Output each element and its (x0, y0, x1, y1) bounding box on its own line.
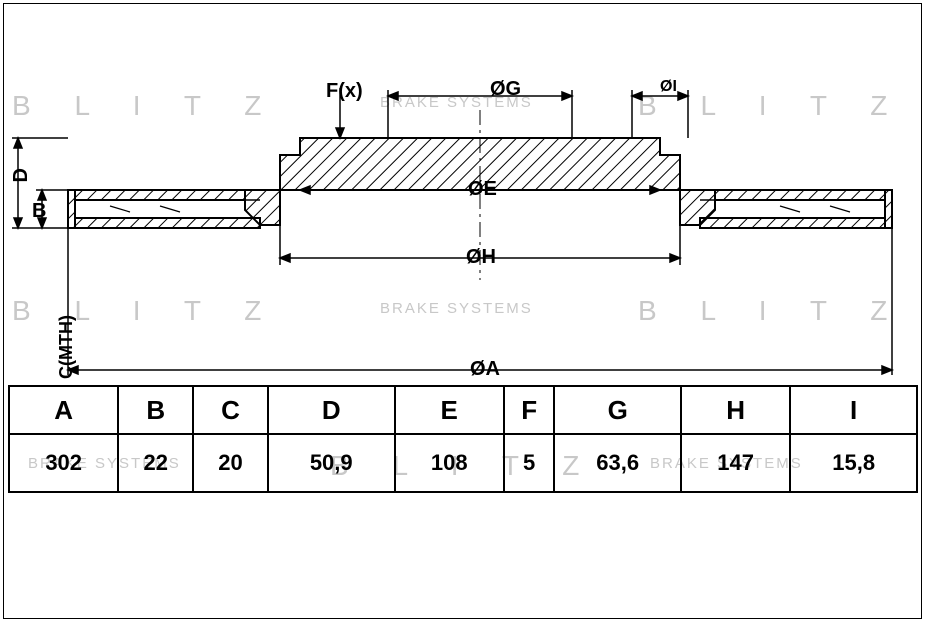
table-value-row: 302 22 20 50,9 108 5 63,6 147 15,8 (9, 434, 917, 492)
col-header: B (118, 386, 193, 434)
dim-label-A: ØA (470, 358, 500, 381)
dimension-table: A B C D E F G H I 302 22 20 50,9 108 5 6… (8, 385, 918, 493)
col-header: A (9, 386, 118, 434)
col-header: H (681, 386, 790, 434)
dim-label-F: F(x) (326, 80, 363, 103)
cell-value: 302 (9, 434, 118, 492)
dim-label-H: ØH (466, 246, 496, 269)
col-header: F (504, 386, 555, 434)
dim-label-B: B (32, 200, 46, 223)
cell-value: 147 (681, 434, 790, 492)
cell-value: 15,8 (790, 434, 917, 492)
dim-label-I: ØI (660, 78, 677, 96)
cell-value: 5 (504, 434, 555, 492)
cell-value: 50,9 (268, 434, 395, 492)
technical-drawing (0, 60, 927, 380)
col-header: E (395, 386, 504, 434)
col-header: C (193, 386, 268, 434)
col-header: G (554, 386, 681, 434)
cell-value: 22 (118, 434, 193, 492)
cell-value: 63,6 (554, 434, 681, 492)
dim-label-G: ØG (490, 78, 521, 101)
table-header-row: A B C D E F G H I (9, 386, 917, 434)
dimension-lines (12, 88, 892, 375)
dim-label-E: ØE (468, 178, 497, 201)
cell-value: 108 (395, 434, 504, 492)
dim-label-C: C(MTH) (56, 315, 77, 379)
cell-value: 20 (193, 434, 268, 492)
col-header: I (790, 386, 917, 434)
col-header: D (268, 386, 395, 434)
dim-label-D: D (10, 168, 33, 182)
